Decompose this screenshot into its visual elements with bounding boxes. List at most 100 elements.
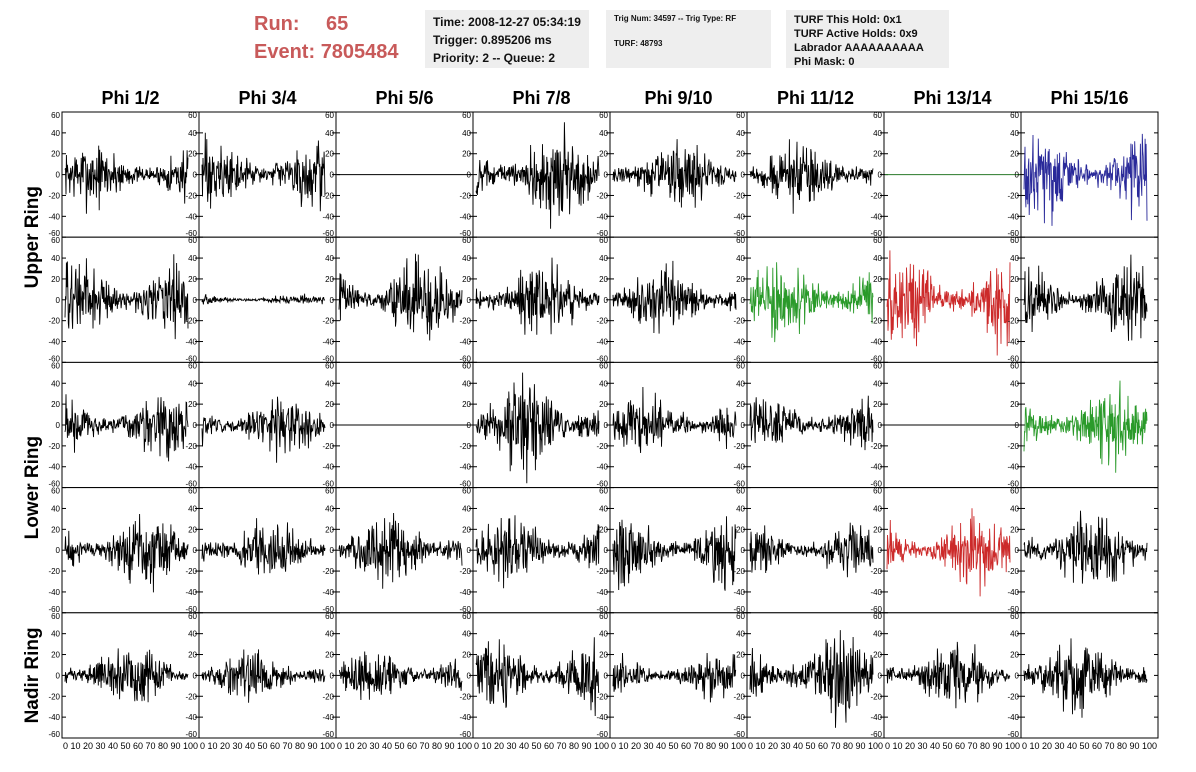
waveform-trace bbox=[64, 254, 189, 340]
y-tick-label: 20 bbox=[462, 400, 471, 409]
waveform-trace bbox=[612, 139, 737, 208]
y-tick-label: 60 bbox=[1010, 236, 1019, 245]
y-tick-label: -60 bbox=[733, 730, 745, 739]
y-tick-label: 60 bbox=[462, 111, 471, 120]
time-info-box: Time: 2008-12-27 05:34:19 Trigger: 0.895… bbox=[425, 10, 589, 68]
y-tick-label: -60 bbox=[48, 229, 60, 238]
turf-text: TURF: 48793 bbox=[614, 39, 663, 48]
y-tick-label: -60 bbox=[1007, 605, 1019, 614]
y-tick-label: -20 bbox=[596, 692, 608, 701]
y-tick-label: 60 bbox=[873, 111, 882, 120]
column-title: Phi 5/6 bbox=[375, 88, 433, 108]
labrador-text: Labrador AAAAAAAAAA bbox=[794, 42, 924, 54]
y-tick-label: -40 bbox=[596, 713, 608, 722]
y-tick-label: -60 bbox=[459, 605, 471, 614]
y-tick-label: 20 bbox=[325, 651, 334, 660]
y-tick-label: 60 bbox=[51, 361, 60, 370]
priority-text: Priority: 2 -- Queue: 2 bbox=[433, 51, 556, 65]
y-tick-label: -20 bbox=[1007, 191, 1019, 200]
y-tick-label: 0 bbox=[467, 421, 472, 430]
waveform-trace bbox=[475, 637, 600, 717]
y-tick-label: -20 bbox=[185, 567, 197, 576]
y-tick-label: 20 bbox=[188, 150, 197, 159]
y-tick-label: 20 bbox=[736, 275, 745, 284]
y-tick-label: 20 bbox=[188, 525, 197, 534]
y-tick-label: -60 bbox=[1007, 354, 1019, 363]
y-tick-label: 0 bbox=[193, 671, 198, 680]
y-tick-label: 60 bbox=[325, 111, 334, 120]
y-tick-label: 60 bbox=[188, 612, 197, 621]
y-tick-label: -20 bbox=[48, 692, 60, 701]
y-tick-label: -20 bbox=[459, 191, 471, 200]
y-tick-label: 60 bbox=[325, 236, 334, 245]
y-tick-label: 0 bbox=[56, 421, 61, 430]
ring-label: Lower Ring bbox=[22, 436, 43, 539]
y-tick-label: 0 bbox=[56, 546, 61, 555]
y-tick-label: 60 bbox=[599, 487, 608, 496]
y-tick-label: -20 bbox=[870, 692, 882, 701]
y-tick-label: 60 bbox=[599, 612, 608, 621]
waveform-trace bbox=[338, 253, 463, 341]
y-tick-label: 60 bbox=[462, 487, 471, 496]
y-tick-label: 40 bbox=[51, 379, 60, 388]
y-tick-label: -60 bbox=[733, 605, 745, 614]
x-tick-label: 0 10 20 30 40 50 60 70 80 90 100 bbox=[337, 741, 472, 751]
event-value: 7805484 bbox=[320, 41, 399, 63]
y-tick-label: -20 bbox=[870, 191, 882, 200]
run-label: Run: bbox=[254, 13, 300, 35]
y-tick-label: -60 bbox=[185, 605, 197, 614]
y-tick-label: -60 bbox=[185, 229, 197, 238]
y-tick-label: 60 bbox=[1010, 612, 1019, 621]
y-tick-label: 0 bbox=[604, 546, 609, 555]
y-tick-label: -60 bbox=[185, 354, 197, 363]
y-tick-label: -60 bbox=[1007, 229, 1019, 238]
y-tick-label: 40 bbox=[51, 254, 60, 263]
y-tick-label: -20 bbox=[322, 191, 334, 200]
y-tick-label: -40 bbox=[459, 713, 471, 722]
y-tick-label: 40 bbox=[736, 630, 745, 639]
y-tick-label: -40 bbox=[596, 212, 608, 221]
y-tick-label: -20 bbox=[48, 567, 60, 576]
y-tick-label: 60 bbox=[599, 111, 608, 120]
y-tick-label: 40 bbox=[873, 129, 882, 138]
y-tick-label: 0 bbox=[741, 421, 746, 430]
y-tick-label: 40 bbox=[736, 254, 745, 263]
y-tick-label: 60 bbox=[51, 236, 60, 245]
y-tick-label: -40 bbox=[459, 463, 471, 472]
y-tick-label: 40 bbox=[325, 129, 334, 138]
y-tick-label: -40 bbox=[596, 588, 608, 597]
y-tick-label: 40 bbox=[599, 504, 608, 513]
y-tick-label: -20 bbox=[596, 567, 608, 576]
y-tick-label: 40 bbox=[462, 630, 471, 639]
trig-info-box: Trig Num: 34597 -- Trig Type: RF TURF: 4… bbox=[606, 10, 771, 68]
y-tick-label: 0 bbox=[467, 296, 472, 305]
y-tick-label: 0 bbox=[604, 421, 609, 430]
y-tick-label: 40 bbox=[599, 630, 608, 639]
x-tick-label: 0 10 20 30 40 50 60 70 80 90 100 bbox=[611, 741, 746, 751]
y-tick-label: -20 bbox=[322, 567, 334, 576]
y-tick-label: -40 bbox=[48, 212, 60, 221]
y-tick-label: -40 bbox=[48, 588, 60, 597]
y-tick-label: -60 bbox=[48, 730, 60, 739]
y-tick-label: 60 bbox=[462, 612, 471, 621]
turf-this-hold-text: TURF This Hold: 0x1 bbox=[794, 14, 902, 26]
waveform-trace bbox=[64, 145, 189, 214]
waveform-trace bbox=[64, 394, 189, 462]
y-tick-label: 60 bbox=[51, 487, 60, 496]
ring-label: Nadir Ring bbox=[22, 627, 43, 723]
y-tick-label: -60 bbox=[459, 229, 471, 238]
y-tick-label: 60 bbox=[51, 111, 60, 120]
y-tick-label: 0 bbox=[741, 171, 746, 180]
y-tick-label: 20 bbox=[188, 275, 197, 284]
y-tick-label: -40 bbox=[1007, 463, 1019, 472]
run-event-title: Run: 65 Event: 7805484 bbox=[254, 10, 399, 66]
waveform-trace bbox=[64, 513, 189, 593]
y-tick-label: -20 bbox=[322, 442, 334, 451]
y-tick-label: -60 bbox=[596, 354, 608, 363]
y-tick-label: 60 bbox=[325, 612, 334, 621]
y-tick-label: -20 bbox=[733, 191, 745, 200]
waveform-trace bbox=[201, 396, 326, 463]
y-tick-label: -20 bbox=[459, 692, 471, 701]
y-tick-label: -20 bbox=[733, 567, 745, 576]
y-tick-label: 60 bbox=[188, 361, 197, 370]
